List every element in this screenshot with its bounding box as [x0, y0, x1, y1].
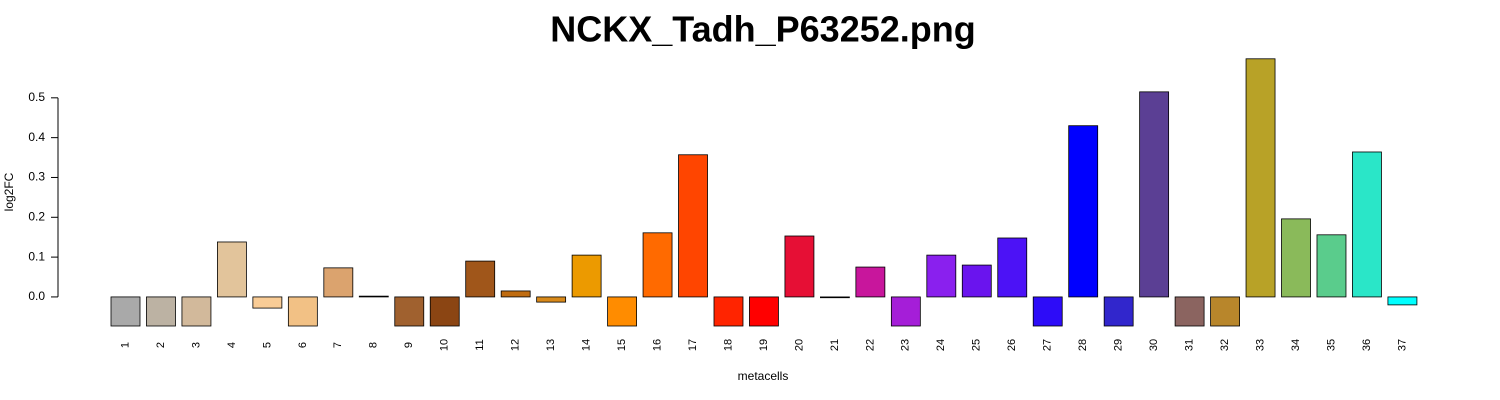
- x-tick-label: 17: [687, 339, 699, 351]
- x-tick-label: 36: [1361, 339, 1373, 351]
- bar: [287, 296, 318, 327]
- chart-title: NCKX_Tadh_P63252.png: [550, 9, 975, 50]
- bar: [1316, 234, 1347, 298]
- bar: [1210, 296, 1240, 327]
- bar: [678, 154, 708, 298]
- x-tick-label: 1: [119, 342, 131, 348]
- y-tick-label: 0.0: [28, 289, 45, 303]
- bar: [1174, 296, 1205, 327]
- bar: [181, 296, 212, 327]
- y-tick-label: 0.2: [28, 209, 45, 223]
- x-tick-label: 16: [651, 339, 663, 351]
- bar: [642, 232, 673, 298]
- x-tick-label: 29: [1113, 339, 1125, 351]
- x-tick-label: 23: [900, 339, 912, 351]
- y-tick-label: 0.3: [28, 170, 45, 184]
- x-tick-label: 35: [1325, 339, 1337, 351]
- x-tick-label: 3: [190, 342, 202, 348]
- bar: [1281, 218, 1311, 298]
- bar: [749, 296, 779, 327]
- bar: [961, 264, 992, 298]
- bar: [1068, 125, 1099, 298]
- x-tick-label: 13: [545, 339, 557, 351]
- x-tick-label: 28: [1077, 339, 1089, 351]
- x-tick-label: 32: [1219, 339, 1231, 351]
- x-tick-label: 22: [864, 339, 876, 351]
- bar: [217, 241, 247, 298]
- bar: [997, 237, 1028, 298]
- bar: [465, 260, 496, 298]
- bar: [890, 296, 921, 327]
- bar: [855, 266, 886, 298]
- x-tick-label: 2: [155, 342, 167, 348]
- x-tick-label: 26: [1006, 339, 1018, 351]
- bar: [358, 295, 389, 298]
- bar: [146, 296, 176, 327]
- bar: [536, 296, 567, 303]
- bar: [820, 296, 850, 299]
- x-tick-label: 11: [474, 339, 486, 350]
- x-tick-label: 12: [510, 339, 522, 351]
- bar: [252, 296, 283, 309]
- x-tick-label: 24: [935, 339, 947, 351]
- x-tick-label: 21: [829, 339, 841, 351]
- x-tick-label: 8: [368, 342, 380, 348]
- bar: [1032, 296, 1063, 327]
- x-tick-label: 7: [332, 342, 344, 348]
- bar: [500, 290, 531, 298]
- x-tick-label: 9: [403, 342, 415, 348]
- y-tick-label: 0.4: [28, 130, 45, 144]
- bar: [110, 296, 141, 327]
- y-axis-label: log2FC: [2, 172, 16, 211]
- bar: [607, 296, 637, 327]
- x-tick-label: 27: [1042, 339, 1054, 351]
- x-tick-label: 20: [793, 339, 805, 351]
- x-tick-label: 33: [1254, 339, 1266, 351]
- bar: [1387, 296, 1418, 306]
- x-tick-label: 37: [1396, 339, 1408, 351]
- x-tick-label: 25: [971, 339, 983, 351]
- x-tick-label: 34: [1290, 339, 1302, 351]
- x-tick-label: 15: [616, 339, 628, 351]
- x-tick-label: 5: [261, 342, 273, 348]
- x-tick-label: 10: [439, 339, 451, 351]
- bar: [394, 296, 425, 327]
- x-tick-label: 30: [1148, 339, 1160, 351]
- y-tick-label: 0.5: [28, 90, 45, 104]
- x-tick-label: 4: [226, 342, 238, 348]
- bar: [926, 254, 957, 298]
- bar: [1103, 296, 1134, 327]
- bar: [571, 254, 602, 298]
- bar: [1139, 91, 1170, 298]
- bar: [1245, 58, 1276, 298]
- bar: [784, 235, 815, 298]
- y-tick-label: 0.1: [28, 249, 45, 263]
- x-tick-label: 19: [758, 339, 770, 351]
- x-axis-label: metacells: [738, 369, 789, 383]
- x-tick-label: 18: [722, 339, 734, 351]
- bar: [429, 296, 460, 327]
- bar: [323, 267, 354, 298]
- bar: [1352, 151, 1382, 298]
- x-tick-label: 6: [297, 342, 309, 348]
- x-tick-label: 31: [1184, 339, 1196, 351]
- x-tick-label: 14: [581, 339, 593, 351]
- bar: [713, 296, 744, 327]
